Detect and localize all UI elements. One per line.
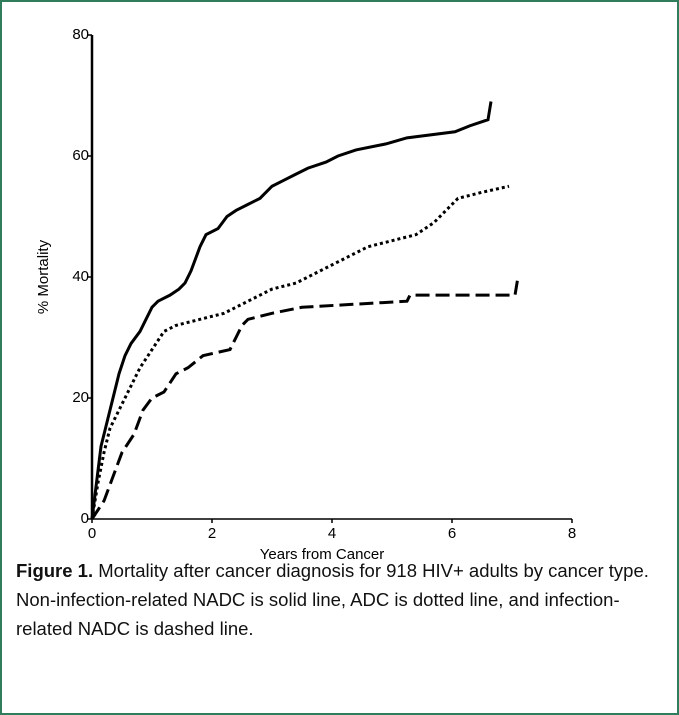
- x-tick-label: 4: [328, 525, 336, 542]
- y-tick-label: 80: [72, 26, 89, 43]
- y-tick-label: 20: [72, 389, 89, 406]
- x-tick-label: 8: [568, 525, 576, 542]
- series-line: [90, 184, 510, 520]
- caption: Figure 1. Mortality after cancer diagnos…: [16, 556, 666, 643]
- series-line: [90, 101, 493, 520]
- x-tick-label: 0: [88, 525, 96, 542]
- y-axis-label: % Mortality: [35, 239, 52, 314]
- x-axis-label: Years from Cancer: [260, 546, 385, 560]
- y-tick-label: 0: [81, 510, 89, 527]
- x-tick-label: 2: [208, 525, 216, 542]
- caption-label: Figure 1.: [16, 560, 94, 581]
- series-line: [90, 276, 520, 520]
- y-tick-label: 60: [72, 147, 89, 164]
- x-tick-label: 6: [448, 525, 456, 542]
- y-tick-label: 40: [72, 268, 89, 285]
- caption-text: Mortality after cancer diagnosis for 918…: [16, 560, 649, 639]
- chart: Years from Cancer % Mortality 0 20 40 60 80 0…: [35, 26, 576, 560]
